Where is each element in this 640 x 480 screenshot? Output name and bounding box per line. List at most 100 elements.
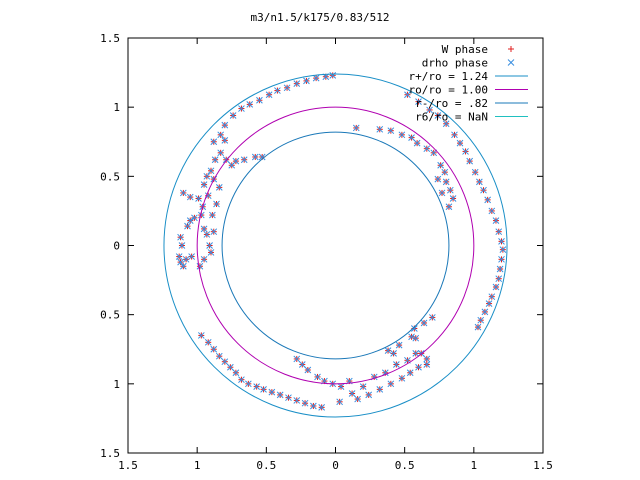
drho-phase-point (314, 373, 321, 381)
legend-label: ro/ro = 1.00 (409, 84, 488, 97)
legend-label: r-/ro = .82 (415, 97, 488, 110)
marker-stroke (221, 137, 229, 144)
marker-stroke (412, 350, 420, 357)
marker-stroke (179, 262, 187, 270)
marker-stroke (265, 91, 273, 99)
drho-phase-point (221, 121, 229, 129)
marker-stroke (476, 178, 483, 186)
drho-phase-point (410, 325, 418, 332)
drho-phase-point (381, 369, 389, 377)
marker-stroke (488, 207, 496, 215)
drho-phase-point (196, 262, 204, 270)
drho-phase-point (258, 153, 266, 161)
y-tick-label: 1 (113, 101, 120, 114)
marker-stroke (221, 121, 229, 129)
drho-phase-point (204, 192, 212, 200)
marker-stroke (336, 398, 344, 406)
marker-stroke (285, 394, 292, 402)
drho-phase-point (441, 168, 449, 176)
marker-stroke (477, 316, 485, 324)
drho-phase-point (449, 195, 457, 202)
drho-phase-point (348, 390, 356, 397)
drho-phase-point (215, 352, 223, 360)
drho-phase-point (434, 112, 442, 119)
drho-phase-point (215, 184, 223, 191)
marker-stroke (301, 399, 309, 407)
marker-stroke (210, 138, 218, 146)
drho-phase-point (232, 157, 240, 165)
marker-stroke (177, 258, 184, 266)
marker-stroke (384, 347, 392, 354)
marker-stroke (195, 195, 202, 202)
marker-stroke (484, 196, 492, 204)
drho-phase-point (488, 207, 496, 215)
legend-item: ro/ro = 1.00 (409, 84, 528, 97)
drho-phase-point (253, 383, 261, 390)
marker-stroke (395, 341, 403, 349)
drho-phase-point (445, 203, 453, 211)
drho-phase-point (387, 380, 395, 388)
drho-phase-point (200, 181, 208, 188)
drho-phase-point (276, 391, 284, 399)
marker-stroke (206, 242, 213, 249)
drho-phase-point (179, 262, 187, 270)
marker-stroke (481, 308, 489, 316)
marker-stroke (398, 131, 406, 139)
drho-phase-point (329, 71, 337, 79)
marker-stroke (488, 293, 496, 301)
marker-stroke (423, 145, 431, 153)
drho-phase-point (387, 127, 395, 135)
marker-stroke (184, 222, 191, 230)
legend-item: W phase (442, 43, 514, 56)
legend-swatch-marker (507, 59, 515, 66)
x-tick-label: 0.5 (256, 459, 276, 472)
marker-stroke (238, 105, 245, 112)
drho-phase-point (213, 200, 220, 208)
marker-stroke (207, 249, 215, 256)
drho-phase-point (177, 233, 184, 241)
marker-stroke (446, 186, 454, 194)
marker-stroke (498, 255, 505, 263)
drho-phase-point (477, 316, 485, 324)
marker-stroke (462, 148, 469, 155)
marker-stroke (499, 246, 507, 254)
marker-stroke (244, 380, 252, 388)
marker-stroke (191, 214, 198, 222)
drho-phase-point (298, 361, 306, 368)
marker-stroke (415, 363, 422, 371)
marker-stroke (441, 168, 449, 176)
chart-title: m3/n1.5/k175/0.83/512 (250, 11, 390, 24)
drho-phase-point (456, 139, 464, 147)
drho-phase-point (229, 112, 237, 119)
reference-circle (221, 131, 450, 360)
drho-phase-point (221, 358, 229, 366)
marker-stroke (412, 334, 420, 342)
marker-stroke (211, 156, 219, 164)
marker-stroke (210, 345, 218, 353)
drho-phase-point (293, 397, 301, 404)
drho-phase-point (310, 402, 317, 410)
marker-stroke (420, 319, 428, 327)
data-layer (163, 71, 508, 418)
drho-phase-point (485, 300, 493, 307)
legend-label: r6/ro = NaN (415, 111, 488, 124)
marker-stroke (274, 87, 281, 94)
marker-stroke (466, 157, 474, 165)
legend-label: drho phase (422, 57, 488, 70)
marker-stroke (474, 323, 482, 331)
marker-stroke (182, 255, 190, 263)
drho-phase-point (498, 237, 505, 245)
marker-stroke (404, 91, 411, 99)
drho-phase-point (274, 87, 281, 94)
marker-stroke (221, 358, 229, 366)
marker-stroke (480, 186, 487, 194)
marker-stroke (442, 178, 450, 186)
drho-phase-point (283, 84, 291, 92)
drho-phase-point (420, 319, 428, 327)
drho-phase-point (442, 120, 450, 128)
drho-phase-point (211, 156, 219, 164)
drho-phase-point (200, 255, 208, 263)
drho-phase-point (336, 398, 344, 406)
marker-stroke (253, 383, 261, 390)
drho-phase-point (200, 225, 208, 233)
